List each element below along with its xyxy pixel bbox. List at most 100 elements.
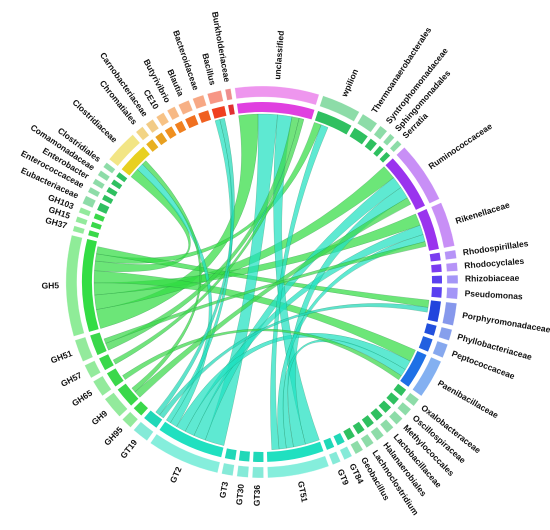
node-label: Rikenellaceae xyxy=(454,200,511,226)
node-outer-arc xyxy=(328,451,341,465)
node-outer-arc xyxy=(87,186,101,198)
link-ribbon xyxy=(112,117,305,365)
node-outer-arc xyxy=(404,392,420,407)
node-label: GT9 xyxy=(335,467,351,486)
node-outer-arc xyxy=(438,326,453,341)
node-arc xyxy=(386,392,399,405)
node-arc xyxy=(431,286,442,298)
node-arc xyxy=(393,383,407,396)
node-arc xyxy=(97,202,110,214)
node-outer-arc xyxy=(252,466,264,479)
node-arc xyxy=(373,145,384,157)
node-arc xyxy=(361,415,374,428)
node-label: GT51 xyxy=(296,480,310,503)
node-arc xyxy=(116,172,128,183)
node-label: GH65 xyxy=(70,388,94,409)
node-outer-arc xyxy=(442,301,458,326)
node-outer-arc xyxy=(357,113,378,133)
link-ribbon xyxy=(159,303,429,419)
node-arc xyxy=(159,421,224,458)
node-arc xyxy=(427,300,441,323)
node-arc xyxy=(121,146,150,176)
node-outer-arc xyxy=(156,112,170,127)
node-label: GH95 xyxy=(102,424,125,447)
node-arc xyxy=(106,187,118,197)
node-arc xyxy=(146,139,159,152)
link-ribbon xyxy=(103,241,427,344)
node-label: GH57 xyxy=(59,370,84,389)
node-arc xyxy=(400,350,427,387)
node-arc xyxy=(90,221,102,230)
node-arc xyxy=(364,138,377,152)
node-outer-arc xyxy=(389,140,402,153)
node-outer-arc xyxy=(74,336,94,362)
node-arc xyxy=(185,115,199,129)
node-outer-arc xyxy=(224,88,233,101)
node-outer-arc xyxy=(350,440,364,455)
node-outer-arc xyxy=(267,455,330,479)
node-arc xyxy=(102,194,114,204)
node-outer-arc xyxy=(388,410,403,425)
node-label: Rhizobiaceae xyxy=(465,273,520,284)
node-arc xyxy=(333,432,345,446)
node-label: GH9 xyxy=(89,408,109,427)
node-label: GT19 xyxy=(118,437,139,460)
link-ribbon xyxy=(131,160,202,393)
node-outer-arc xyxy=(373,125,388,140)
node-arc xyxy=(224,448,237,460)
node-label: Rhodospirillales xyxy=(462,238,529,257)
node-arc xyxy=(93,213,105,222)
node-arc xyxy=(198,110,212,124)
node-outer-arc xyxy=(430,202,455,249)
node-arc xyxy=(349,127,368,145)
node-label: Pseudomonas xyxy=(464,288,523,301)
node-label: GT2 xyxy=(168,465,184,484)
node-label: Paenibacillaceae xyxy=(436,378,500,421)
node-label: Rhodocyclales xyxy=(464,256,525,271)
node-outer-arc xyxy=(221,462,235,476)
node-outer-arc xyxy=(145,119,160,134)
node-arc xyxy=(343,427,355,441)
node-arc xyxy=(174,120,187,134)
node-label: GT3 xyxy=(217,480,230,498)
node-outer-arc xyxy=(97,170,111,182)
node-arc xyxy=(82,238,99,332)
node-arc xyxy=(88,230,100,238)
node-arc xyxy=(385,158,425,210)
node-outer-arc xyxy=(75,216,88,226)
node-label: GT30 xyxy=(234,483,246,505)
node-outer-arc xyxy=(133,421,154,441)
node-outer-arc xyxy=(192,94,207,110)
node-outer-arc xyxy=(103,162,116,174)
node-arc xyxy=(111,179,123,190)
node-outer-arc xyxy=(150,433,221,474)
node-arc xyxy=(99,354,114,371)
node-outer-arc xyxy=(78,207,92,217)
node-arc xyxy=(144,410,163,428)
node-outer-arc xyxy=(319,95,360,122)
node-arc xyxy=(352,421,365,435)
node-label: Bacillus xyxy=(200,52,218,86)
node-label: Porphyromonadaceae xyxy=(461,310,550,335)
node-outer-arc xyxy=(396,147,440,204)
node-outer-arc xyxy=(104,392,128,417)
node-arc xyxy=(323,437,335,450)
node-arc xyxy=(106,368,124,387)
node-label: unclassified xyxy=(272,30,286,80)
node-outer-arc xyxy=(178,100,194,115)
node-outer-arc xyxy=(166,106,180,121)
node-label: Ruminococcaceae xyxy=(427,121,495,171)
node-outer-arc xyxy=(397,401,412,416)
node-arc xyxy=(266,441,324,462)
node-outer-arc xyxy=(370,426,385,441)
node-arc xyxy=(424,323,437,336)
node-arc xyxy=(418,336,433,352)
node-arc xyxy=(117,383,139,406)
node-outer-arc xyxy=(236,465,250,478)
node-outer-arc xyxy=(92,375,112,397)
link-ribbon xyxy=(155,118,235,416)
node-outer-arc xyxy=(432,340,448,358)
node-arc xyxy=(253,451,264,462)
node-outer-arc xyxy=(72,225,85,235)
